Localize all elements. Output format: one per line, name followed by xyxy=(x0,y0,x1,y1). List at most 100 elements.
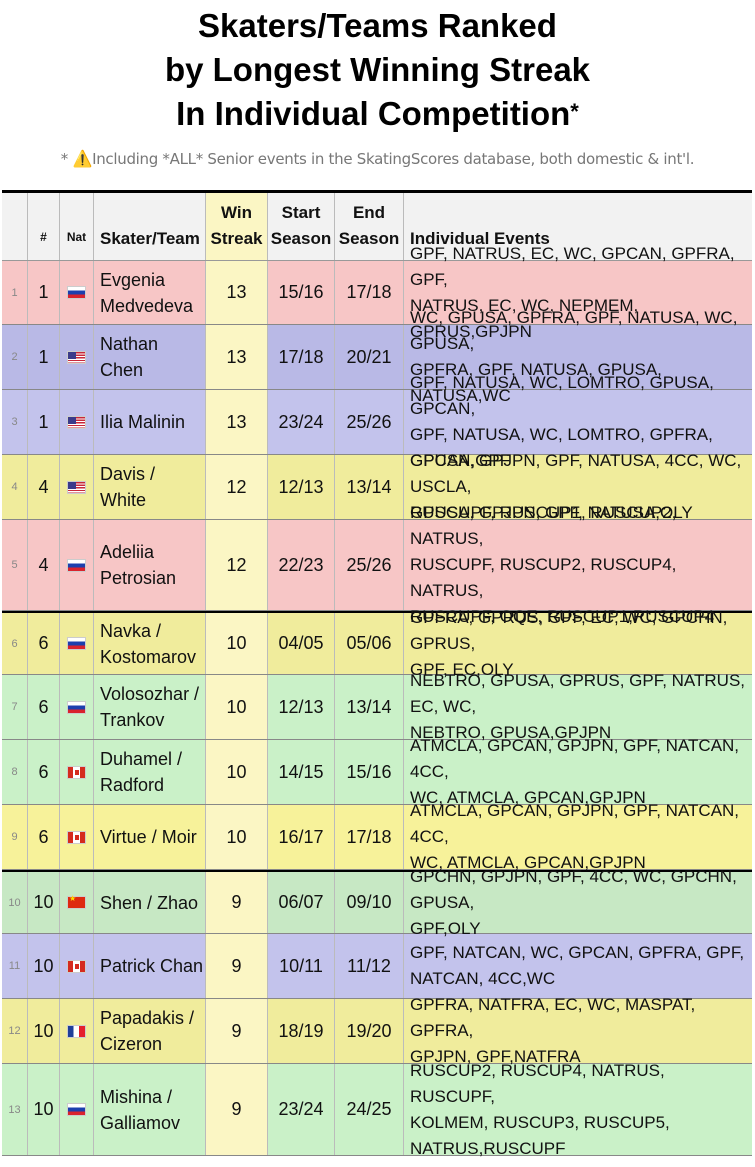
table-row: 11 10 Patrick Chan 9 10/11 11/12 GPF, NA… xyxy=(2,934,752,999)
rank-cell: 10 xyxy=(28,1064,60,1155)
events-cell: NEBTRO, GPUSA, GPRUS, GPF, NATRUS, EC, W… xyxy=(404,671,752,742)
skater-name-cell: Evgenia Medvedeva xyxy=(94,261,206,324)
events-line1: GPCHN, GPJPN, GPF, 4CC, WC, GPCHN, GPUSA… xyxy=(410,866,737,912)
title-asterisk: * xyxy=(570,99,579,124)
nat-cell xyxy=(60,613,94,674)
win-streak-cell: 9 xyxy=(206,872,268,933)
win-streak-cell: 13 xyxy=(206,261,268,324)
end-season-cell: 13/14 xyxy=(335,675,404,739)
title-line-3-text: In Individual Competition xyxy=(176,95,571,132)
skater-name-line1: Navka / xyxy=(100,620,162,641)
events-line1: GPUSA, GPJPN, GPF, NATUSA, 4CC, WC, USCL… xyxy=(410,451,742,496)
events-line2: NATCAN, 4CC,WC xyxy=(410,969,556,988)
end-season-cell: 13/14 xyxy=(335,455,404,519)
flag-fra-icon xyxy=(67,1024,86,1038)
events-line2: WC, ATMCLA, GPCAN,GPJPN xyxy=(410,788,646,807)
rank-cell: 6 xyxy=(28,740,60,804)
nat-cell xyxy=(60,325,94,389)
header-individual-events: Individual Events xyxy=(410,229,550,248)
header-start-line2: Season xyxy=(270,229,332,248)
table-row: 5 4 Adeliia Petrosian 12 22/23 25/26 RUSC… xyxy=(2,503,752,626)
header-end-season: End Season xyxy=(335,193,404,260)
rank-cell: 10 xyxy=(28,872,60,933)
start-season-cell: 12/13 xyxy=(268,675,335,739)
rank-cell: 1 xyxy=(28,325,60,389)
skater-name-cell: Duhamel / Radford xyxy=(94,740,206,804)
events-cell: ATMCLA, GPCAN, GPJPN, GPF, NATCAN, 4CC, W… xyxy=(404,801,752,872)
events-line2: WC, ATMCLA, GPCAN,GPJPN xyxy=(410,853,646,872)
header-win-streak: Win Streak xyxy=(206,193,268,260)
start-season-cell: 23/24 xyxy=(268,1064,335,1155)
end-season-cell: 19/20 xyxy=(335,999,404,1063)
nat-cell xyxy=(60,934,94,998)
start-season-cell: 10/11 xyxy=(268,934,335,998)
header-start-season: Start Season xyxy=(268,193,335,260)
header-win-streak-line1: Win xyxy=(220,203,252,222)
table-row: 9 6 Virtue / Moir 10 16/17 17/18 ATMCLA,… xyxy=(2,801,752,872)
flag-rus-icon xyxy=(67,700,86,714)
end-season-cell: 25/26 xyxy=(335,520,404,610)
flag-rus-icon xyxy=(67,558,86,572)
events-cell: GPFRA, NATFRA, EC, WC, MASPAT, GPFRA, GPJ… xyxy=(404,995,752,1066)
header-index xyxy=(2,193,28,260)
win-streak-cell: 12 xyxy=(206,520,268,610)
table-row: 3 1 Ilia Malinin 13 23/24 25/26 GPF, NAT… xyxy=(2,373,752,470)
events-line1: ATMCLA, GPCAN, GPJPN, GPF, NATCAN, 4CC, xyxy=(410,736,740,781)
end-season-cell: 17/18 xyxy=(335,805,404,869)
events-line1: RUSCUP2, RUSCUP4, NATRUS, RUSCUPF, xyxy=(410,1060,665,1106)
skater-name-line1: Mishina / xyxy=(100,1086,173,1107)
skater-name-line2: Radford xyxy=(100,775,165,795)
win-streak-cell: 9 xyxy=(206,934,268,998)
end-season-cell: 11/12 xyxy=(335,934,404,998)
nat-cell xyxy=(60,1064,94,1155)
nat-cell xyxy=(60,999,94,1063)
ranking-table: # Nat Skater/Team Win Streak Start Season … xyxy=(2,190,752,1158)
skater-name-cell: Patrick Chan xyxy=(94,934,206,998)
skater-name-line1: Shen / Zhao xyxy=(100,892,199,913)
nat-cell xyxy=(60,872,94,933)
events-line1: GPFRA, GPRUS, GPF, EC, WC, GPCHN, GPRUS, xyxy=(410,607,728,653)
events-line2: GPFRA, GPF, NATUSA, GPUSA, NATUSA,WC xyxy=(410,360,662,405)
flag-can-icon xyxy=(67,765,86,779)
rank-cell: 1 xyxy=(28,261,60,324)
table-body: 1 1 Evgenia Medvedeva 13 15/16 17/18 GPF,… xyxy=(2,244,752,1158)
events-line1: GPFRA, NATFRA, EC, WC, MASPAT, GPFRA, xyxy=(410,995,696,1040)
rank-cell: 6 xyxy=(28,805,60,869)
flag-usa-icon xyxy=(67,415,86,429)
events-line2: KOLMEM, RUSCUP3, RUSCUP5, xyxy=(410,1112,670,1132)
nat-cell xyxy=(60,520,94,610)
events-cell: GPF, NATRUS, EC, WC, GPCAN, GPFRA, GPF, N… xyxy=(404,244,752,341)
events-line2: NATRUS, EC, WC, NEPMEM, GPRUS,GPJPN xyxy=(410,295,639,341)
events-line1: GPF, NATCAN, WC, GPCAN, GPFRA, GPF, xyxy=(410,943,745,962)
table-header: # Nat Skater/Team Win Streak Start Season … xyxy=(2,193,752,261)
start-season-cell: 06/07 xyxy=(268,872,335,933)
header-win-streak-line2: Streak xyxy=(210,229,263,248)
row-index: 6 xyxy=(2,613,28,674)
nat-cell xyxy=(60,261,94,324)
events-line1: WC, GPUSA, GPFRA, GPF, NATUSA, WC, GPUSA… xyxy=(410,308,738,353)
skater-name-line2: Medvedeva xyxy=(100,295,194,316)
events-line2: NEBTRO, GPUSA,GPJPN xyxy=(410,723,612,742)
events-cell: GPF, NATCAN, WC, GPCAN, GPFRA, GPF, NATCA… xyxy=(404,934,752,998)
row-index: 11 xyxy=(2,934,28,998)
table-row: 2 1 Nathan Chen 13 17/18 20/21 WC, GPUSA… xyxy=(2,308,752,405)
header-end-line2: Season xyxy=(338,229,400,248)
end-season-cell: 05/06 xyxy=(335,613,404,674)
start-season-cell: 14/15 xyxy=(268,740,335,804)
skater-name-line2: Petrosian xyxy=(100,568,177,588)
header-start-line1: Start xyxy=(281,203,321,222)
events-cell: ATMCLA, GPCAN, GPJPN, GPF, NATCAN, 4CC, W… xyxy=(404,736,752,807)
footnote-prefix: * xyxy=(60,150,73,168)
row-index: 2 xyxy=(2,325,28,389)
skater-name-line1: Adeliia xyxy=(100,542,155,562)
events-line2: GPUSA, GPJPN, GPF, NATUSA,OLY xyxy=(410,503,693,522)
nat-cell xyxy=(60,805,94,869)
skater-name-cell: Volosozhar / Trankov xyxy=(94,675,206,739)
events-line1: GPF, NATUSA, WC, LOMTRO, GPUSA, GPCAN, xyxy=(410,373,714,418)
table-row: 13 10 Mishina / Galliamov 9 23/24 24/25 R… xyxy=(2,1061,752,1158)
events-line2: RUSCUPF, RUSCUP2, RUSCUP4, NATRUS, xyxy=(410,555,677,600)
end-season-cell: 15/16 xyxy=(335,740,404,804)
rank-cell: 6 xyxy=(28,613,60,674)
skater-name-line2: Galliamov xyxy=(100,1112,181,1133)
skater-name-line1: Davis / White xyxy=(100,464,156,510)
